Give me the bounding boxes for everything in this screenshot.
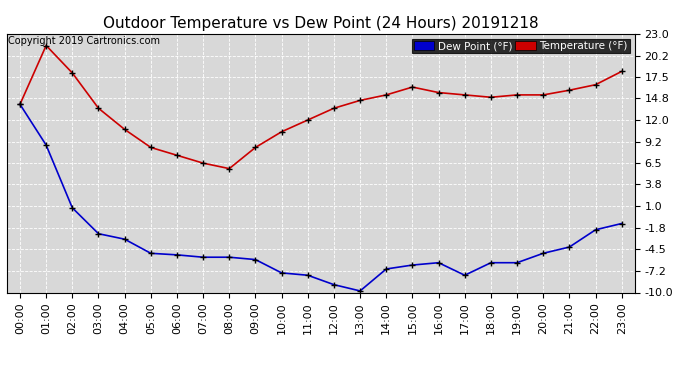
Text: Copyright 2019 Cartronics.com: Copyright 2019 Cartronics.com [8, 36, 159, 46]
Legend: Dew Point (°F), Temperature (°F): Dew Point (°F), Temperature (°F) [411, 39, 629, 53]
Title: Outdoor Temperature vs Dew Point (24 Hours) 20191218: Outdoor Temperature vs Dew Point (24 Hou… [103, 16, 539, 31]
